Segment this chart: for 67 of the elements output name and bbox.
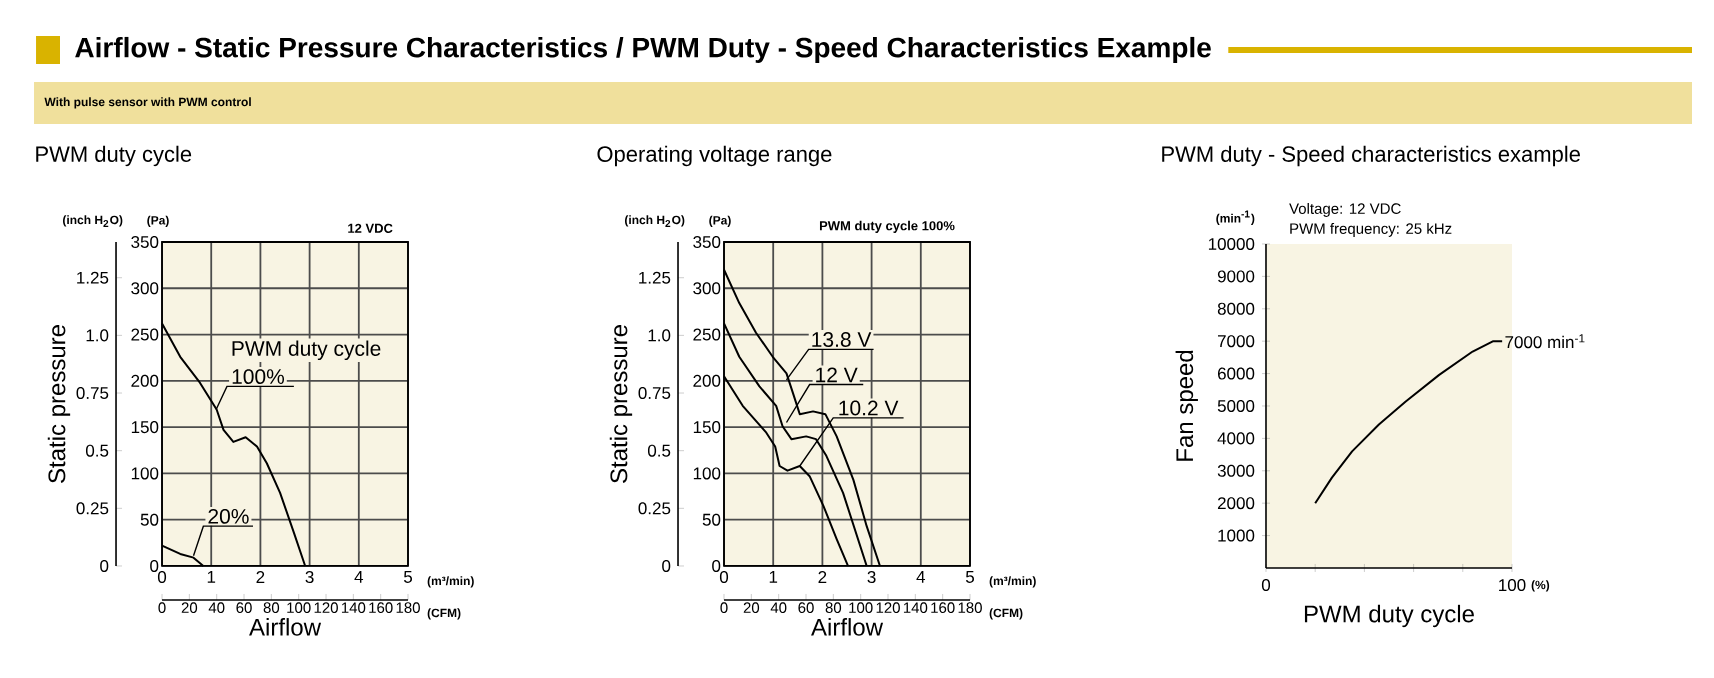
y-axis-title: Static pressure (47, 325, 71, 483)
y-tick-label: 7000 (1217, 335, 1255, 348)
y2-tick-label: 100 (693, 467, 721, 480)
y2-tick-label: 350 (131, 235, 159, 248)
x-axis-title: PWM duty cycle (1304, 604, 1474, 628)
x-tick-label: 4 (354, 571, 364, 583)
x-tick-label: 4 (916, 571, 926, 583)
y2-tick-label: 50 (140, 513, 159, 526)
y2-tick-label: 350 (693, 235, 721, 248)
x-tick-label: 2 (818, 571, 827, 583)
y-tick-label: 0.75 (76, 387, 109, 400)
x-tick-label: 3 (305, 571, 314, 584)
y-tick-label: 2000 (1217, 497, 1255, 510)
text: 10.2 V (839, 400, 899, 416)
y-tick-label: 1.0 (648, 329, 671, 342)
x-tick-label: 5 (403, 571, 413, 583)
x-tick-label: 3 (867, 571, 876, 584)
y-tick-label: 3000 (1217, 464, 1255, 477)
y-tick-label: 0 (100, 559, 109, 572)
chart-title: PWM duty - Speed characteristics example (1162, 145, 1580, 167)
y-tick-label: 4000 (1217, 432, 1255, 445)
annotation: 7000 min$^{-1}$ (1505, 334, 1585, 349)
y-tick-label: 6000 (1217, 367, 1255, 380)
series-label: 13.8 V (812, 332, 872, 347)
y-tick-label: 0.75 (638, 387, 671, 400)
y2-tick-label: 300 (693, 282, 721, 295)
x-tick-label: 5 (965, 571, 975, 583)
y-tick-label: 0.5 (85, 444, 109, 457)
chart-title: PWM duty cycle (36, 145, 192, 167)
x-axis-title: Airflow (249, 618, 322, 636)
legend-title: PWM duty cycle (232, 340, 381, 361)
y2-tick-label: 250 (693, 328, 721, 341)
x-tick-label: 0 (719, 571, 729, 584)
y-tick-label: 0.5 (647, 444, 671, 457)
y-tick-label: 9000 (1217, 270, 1255, 283)
x-tick-label: 1 (769, 571, 778, 583)
x-tick-label: 0 (157, 571, 167, 584)
y-tick-label: 1.0 (86, 329, 109, 342)
y-tick-label: 0.25 (638, 502, 671, 515)
x-tick-label: 2 (256, 571, 265, 583)
y2-tick-label: 0 (150, 559, 159, 572)
y-tick-label: 5000 (1217, 399, 1255, 412)
text: Airflow - Static Pressure Characteristics / PWM Duty - Speed Characteristics Example (75, 36, 1211, 64)
text: 12 V (816, 367, 858, 383)
y2-tick-label: 250 (131, 328, 159, 341)
chart-title: Operating voltage range (597, 145, 832, 167)
y2-tick-label: 100 (131, 467, 159, 480)
y2-tick-label: 200 (131, 374, 159, 387)
y2-tick-label: 0 (712, 559, 721, 572)
y2-tick-label: 150 (693, 421, 721, 434)
y2-tick-label: 200 (693, 374, 721, 387)
y2-tick-label: 150 (131, 421, 159, 434)
y2-tick-label: 300 (131, 282, 159, 295)
y-tick-label: 1.25 (77, 271, 109, 284)
y-tick-label: 8000 (1217, 302, 1255, 315)
y-tick-label: 10000 (1208, 237, 1255, 250)
y-axis-title: Fan speed (1175, 350, 1198, 461)
x-axis-title: Airflow (811, 618, 884, 636)
series-label: 20% (208, 508, 249, 524)
series-label: 100% (232, 369, 285, 385)
y-tick-label: 0.25 (76, 502, 109, 515)
y-tick-label: 1000 (1218, 529, 1255, 542)
y-axis-title: Static pressure (609, 325, 633, 483)
y2-tick-label: 50 (702, 513, 721, 526)
y-tick-label: 0 (662, 559, 671, 572)
x-tick-label: 1 (207, 571, 216, 583)
y-tick-label: 1.25 (639, 271, 671, 284)
